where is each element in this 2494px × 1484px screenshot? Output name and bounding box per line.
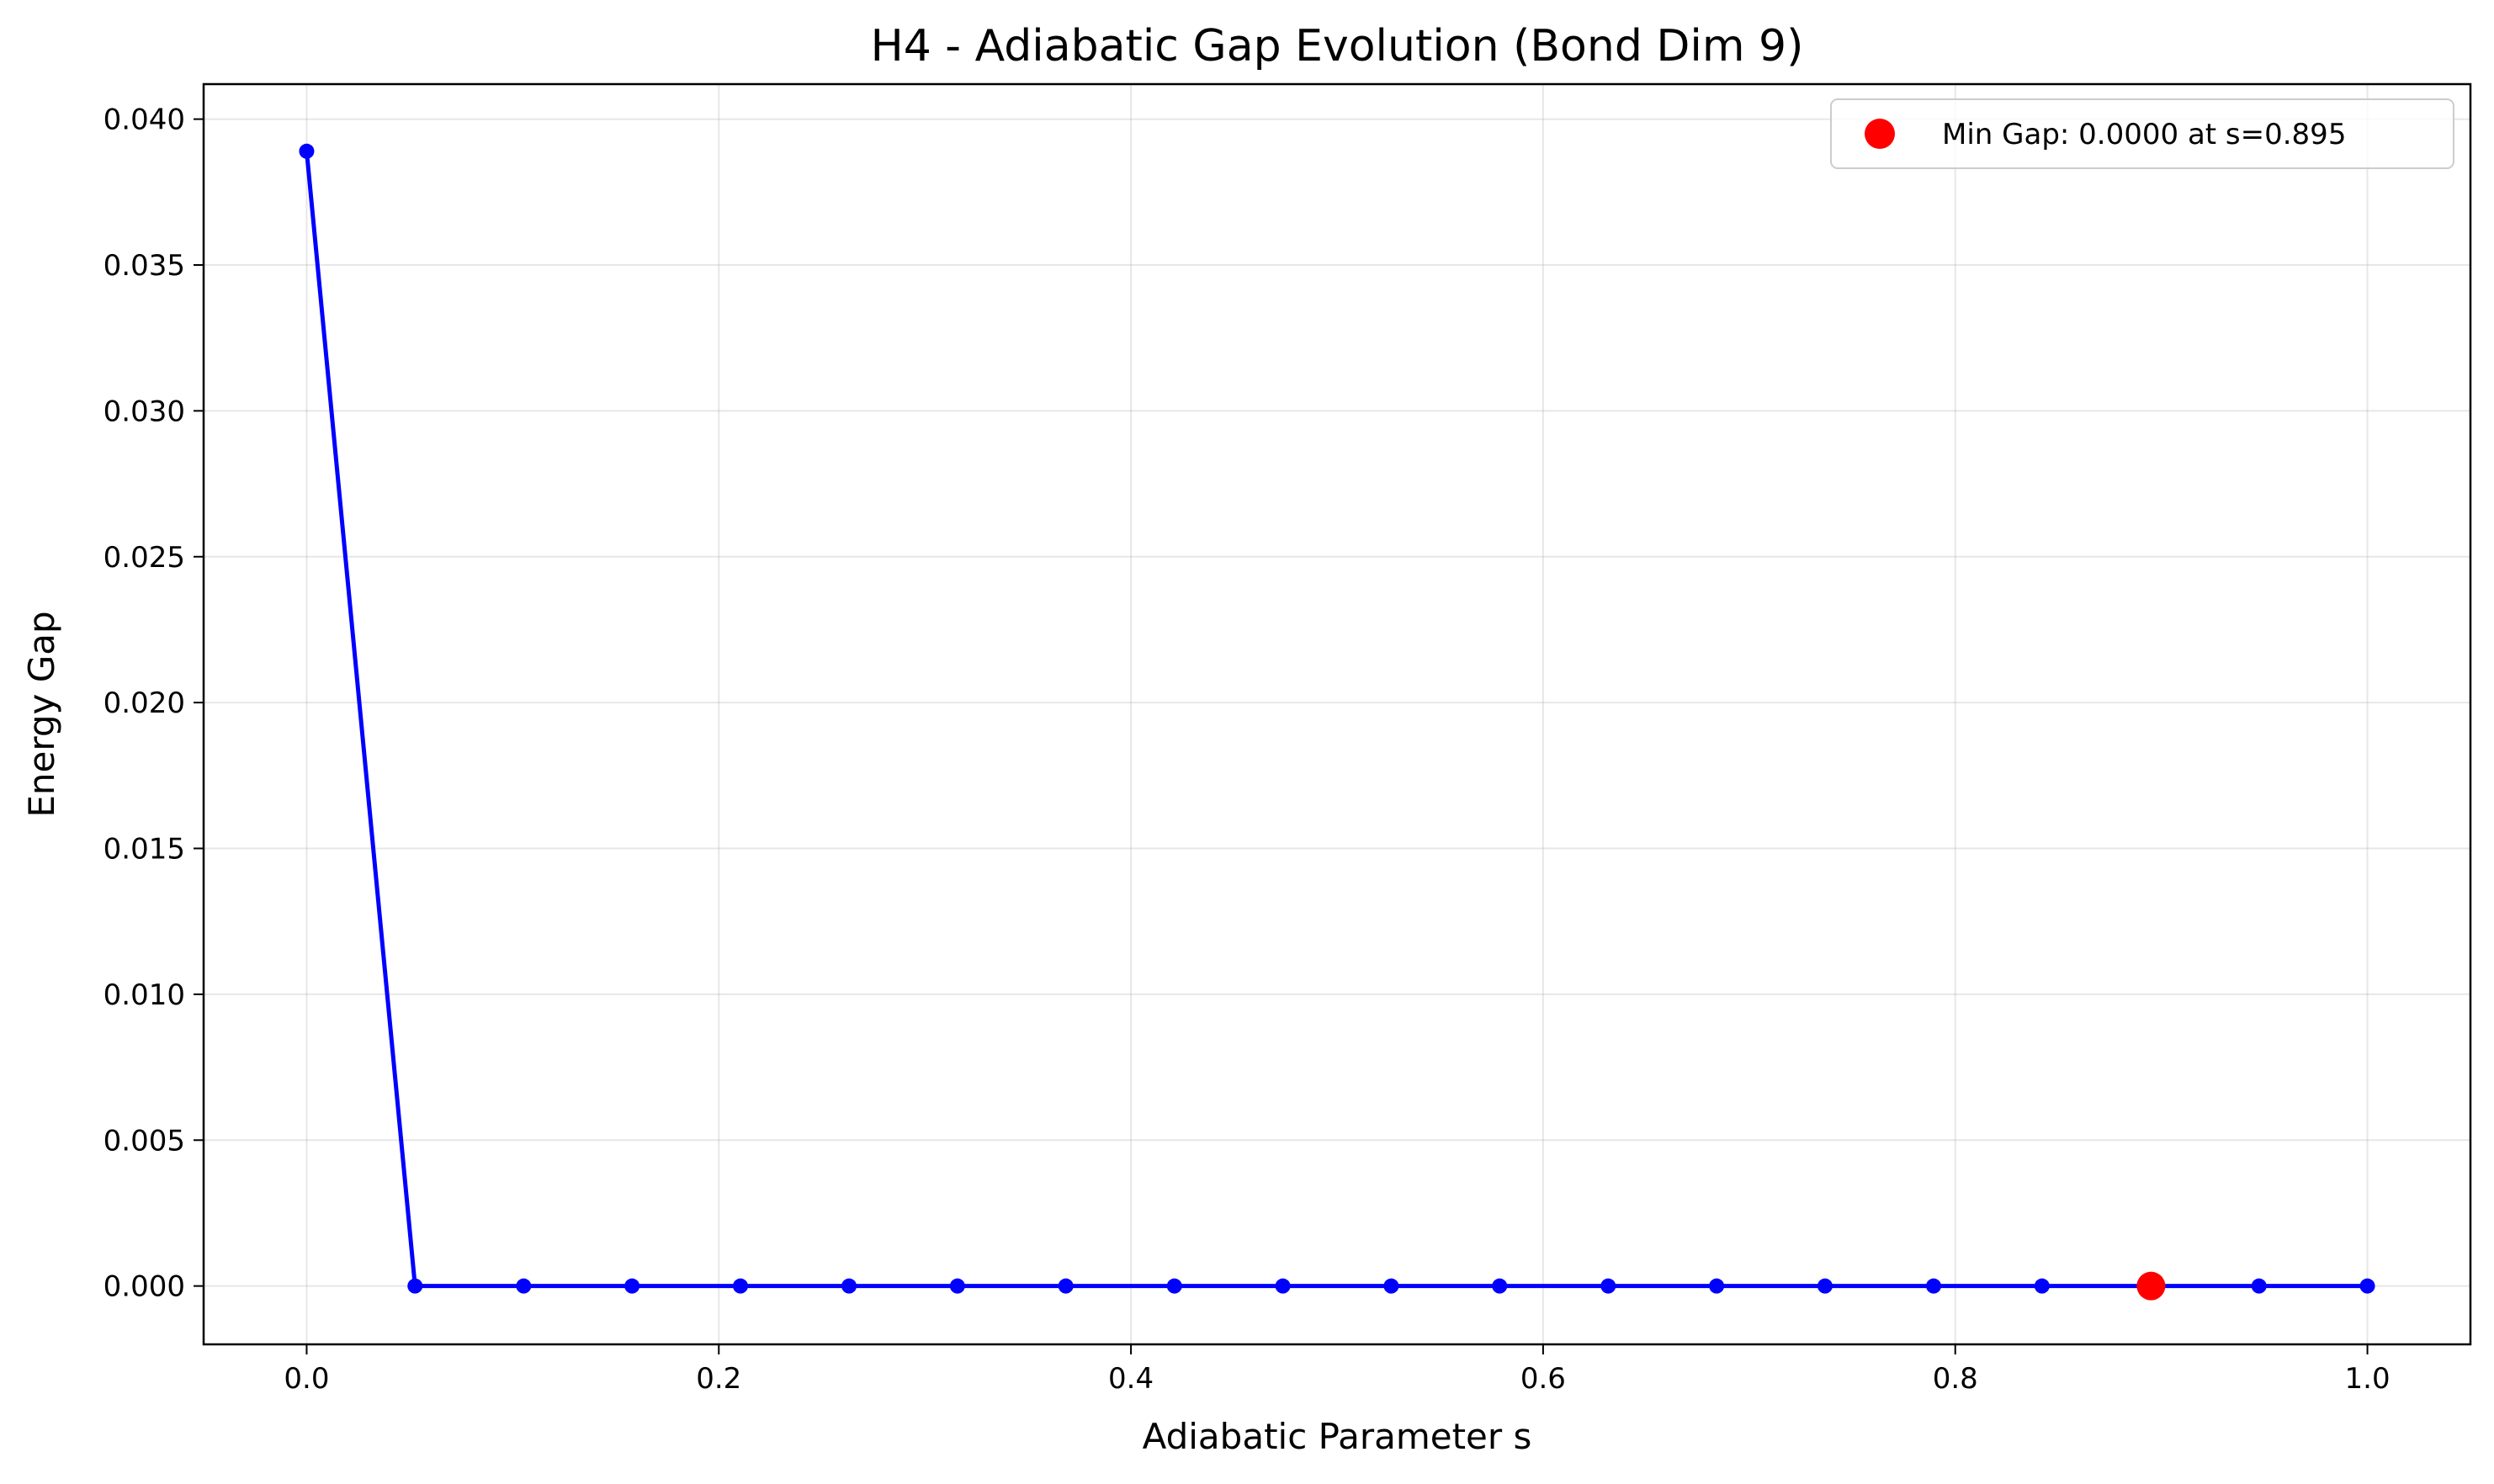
series-line: [304, 151, 2368, 1289]
x-tick-label: 0.2: [696, 1362, 741, 1396]
data-point: [1817, 1278, 1833, 1294]
data-point: [2034, 1278, 2050, 1294]
grid: [204, 84, 2470, 1344]
x-tick-label: 0.8: [1933, 1362, 1978, 1396]
x-tick-label: 0.0: [284, 1362, 329, 1396]
legend: Min Gap: 0.0000 at s=0.895: [1830, 98, 2454, 169]
plot-frame: [202, 82, 2472, 1346]
legend-box: [1830, 98, 2454, 169]
data-point: [624, 1278, 640, 1294]
legend-label: Min Gap: 0.0000 at s=0.895: [1942, 118, 2346, 151]
data-point: [1709, 1278, 1725, 1294]
y-tick-label: 0.020: [103, 686, 185, 720]
y-tick-label: 0.000: [103, 1270, 185, 1304]
data-point: [1600, 1278, 1616, 1294]
x-axis-label: Adiabatic Parameter s: [1143, 1416, 1532, 1457]
data-point: [2359, 1278, 2375, 1294]
data-point: [1383, 1278, 1399, 1294]
data-point: [1275, 1278, 1291, 1294]
legend-marker: [1865, 119, 1895, 149]
data-point: [1926, 1278, 1942, 1294]
y-tick-label: 0.040: [103, 103, 185, 137]
series-layer: [299, 143, 2375, 1301]
data-point: [949, 1278, 965, 1294]
y-tick-label: 0.025: [103, 541, 185, 575]
y-tick-label: 0.035: [103, 249, 185, 283]
x-tick-label: 0.4: [1108, 1362, 1154, 1396]
data-point: [2251, 1278, 2267, 1294]
x-tick-label: 1.0: [2345, 1362, 2391, 1396]
y-tick-label: 0.015: [103, 833, 185, 867]
min-gap-marker: [2136, 1271, 2166, 1301]
y-axis: 0.000 0.005 0.010 0.015 0.020 0.025 0.030 0.035…: [103, 103, 204, 1304]
y-tick-label: 0.010: [103, 978, 185, 1012]
y-tick-label: 0.005: [103, 1124, 185, 1158]
data-point: [299, 143, 315, 159]
chart-title: H4 - Adiabatic Gap Evolution (Bond Dim 9…: [871, 21, 1804, 72]
x-axis: 0.0 0.2 0.4 0.6 0.8 1.0: [284, 1344, 2391, 1396]
y-tick-label: 0.030: [103, 395, 185, 428]
x-tick-label: 0.6: [1520, 1362, 1566, 1396]
data-point: [732, 1278, 748, 1294]
data-point: [516, 1278, 532, 1294]
y-axis-label: Energy Gap: [21, 611, 62, 817]
data-point: [1058, 1278, 1074, 1294]
data-point: [841, 1278, 857, 1294]
data-point: [1492, 1278, 1508, 1294]
data-point: [1166, 1278, 1182, 1294]
data-point: [407, 1278, 423, 1294]
